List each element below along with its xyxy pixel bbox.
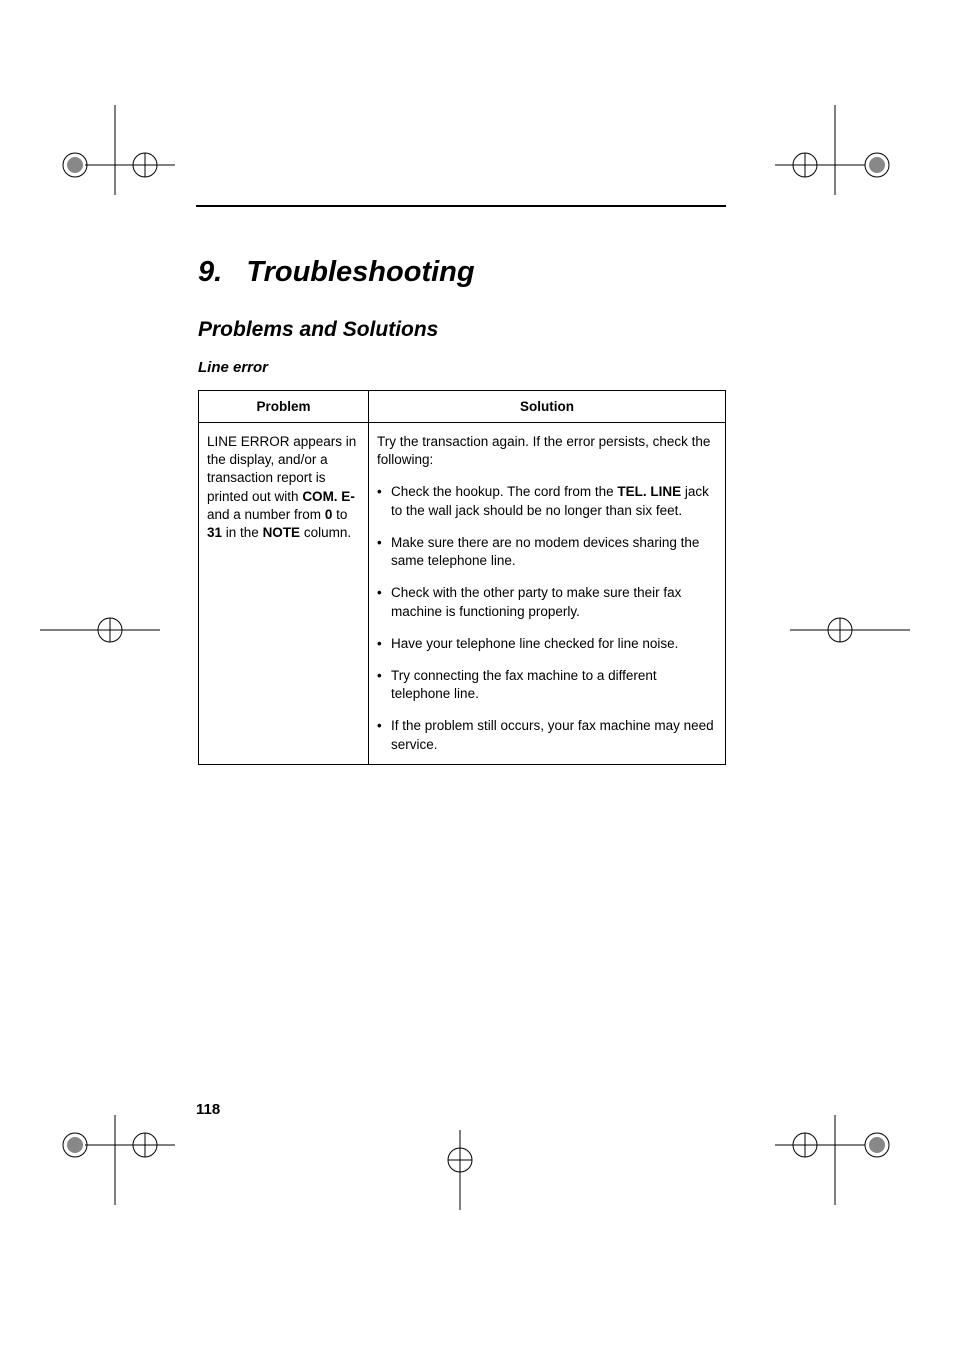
table-row: LINE ERROR appears in the display, and/o… xyxy=(199,423,726,765)
bullet-item: If the problem still occurs, your fax ma… xyxy=(377,717,717,753)
problem-cell: LINE ERROR appears in the display, and/o… xyxy=(199,423,369,765)
crop-mark-bottom-left xyxy=(55,1085,175,1205)
section-title: Problems and Solutions xyxy=(198,318,438,342)
solution-bullets: Check the hookup. The cord from the TEL.… xyxy=(377,483,717,753)
header-rule xyxy=(196,205,726,207)
crop-mark-bottom-center xyxy=(420,1130,500,1210)
solution-cell: Try the transaction again. If the error … xyxy=(369,423,726,765)
solution-intro: Try the transaction again. If the error … xyxy=(377,433,717,469)
subheading: Line error xyxy=(198,359,268,376)
crop-mark-top-right xyxy=(765,105,905,225)
problem-text: LINE ERROR appears in the display, and/o… xyxy=(207,433,360,542)
crop-mark-mid-right xyxy=(790,600,910,660)
bullet-item: Make sure there are no modem devices sha… xyxy=(377,534,717,570)
bullet-item: Try connecting the fax machine to a diff… xyxy=(377,667,717,703)
page-number: 118 xyxy=(196,1101,220,1118)
bullet-item: Check the hookup. The cord from the TEL.… xyxy=(377,483,717,519)
crop-mark-bottom-right xyxy=(765,1085,905,1205)
chapter-title: 9. Troubleshooting xyxy=(198,256,475,289)
page: 9. Troubleshooting Problems and Solution… xyxy=(0,0,954,1351)
crop-mark-top-left xyxy=(55,105,175,225)
chapter-name: Troubleshooting xyxy=(246,256,474,288)
col-header-solution: Solution xyxy=(369,391,726,423)
table-header-row: Problem Solution xyxy=(199,391,726,423)
bullet-item: Check with the other party to make sure … xyxy=(377,584,717,620)
crop-mark-mid-left xyxy=(40,600,160,660)
bullet-item: Have your telephone line checked for lin… xyxy=(377,635,717,653)
troubleshooting-table: Problem Solution LINE ERROR appears in t… xyxy=(198,390,726,765)
chapter-number: 9. xyxy=(198,256,222,288)
col-header-problem: Problem xyxy=(199,391,369,423)
